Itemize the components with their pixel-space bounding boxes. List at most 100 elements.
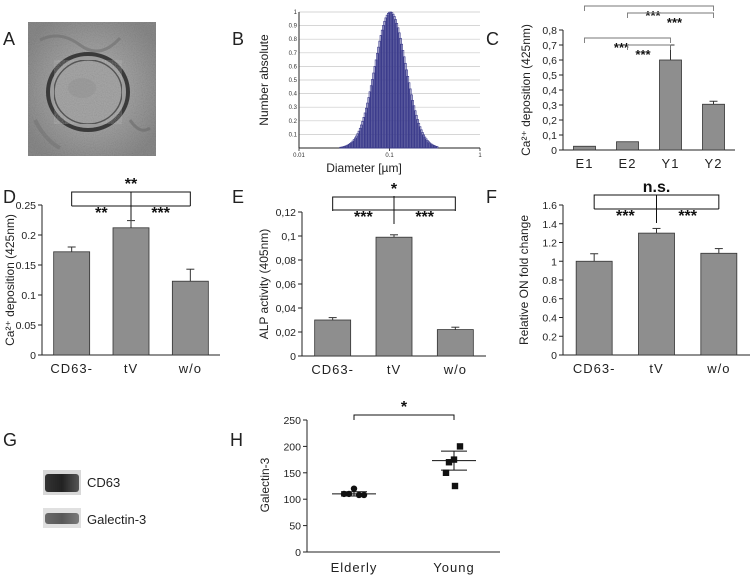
y-tick-label: 0.6 [542, 294, 557, 306]
significance-label: *** [635, 47, 651, 62]
y-axis-label: Relative ON fold change [517, 215, 531, 345]
significance-bracket [353, 414, 455, 420]
y-tick-label: 0,1 [542, 130, 557, 142]
data-point-young [456, 443, 464, 450]
y-tick-label: 0.05 [16, 320, 37, 332]
y-tick-label: 50 [289, 521, 301, 533]
y-tick-label: 0.4 [542, 313, 557, 325]
x-tick-label: Y1 [662, 156, 680, 171]
x-tick-label: 0.1 [385, 153, 394, 159]
y-tick-label: 0.3 [289, 105, 298, 111]
y-tick-label: 0.1 [21, 290, 36, 302]
y-tick-label: 1.2 [542, 238, 557, 250]
bar [638, 232, 675, 356]
y-tick-label: 1 [551, 256, 557, 268]
y-tick-label: 0,8 [542, 25, 557, 37]
y-tick-label: 0.7 [289, 51, 298, 57]
panel-label-e: E [232, 187, 244, 207]
blot-label-cd63: CD63 [87, 475, 120, 490]
x-tick-label: E1 [576, 156, 594, 171]
y-tick-label: 1.4 [542, 219, 557, 231]
y-tick-label: 0 [290, 351, 296, 363]
y-tick-label: 0,4 [542, 85, 557, 97]
x-tick-label: w/o [443, 362, 467, 377]
x-tick-label: w/o [706, 361, 730, 376]
y-tick-label: 1 [294, 10, 298, 16]
significance-bracket [627, 12, 714, 18]
panel-label-g: G [3, 430, 17, 450]
y-tick-label: 200 [283, 441, 301, 453]
bar-chart-e: 0 0,02 0,04 0,06 0,08 0,1 0,12 ALP activity (40… [257, 181, 486, 377]
y-axis-label: Ca²⁺ deposition (425nm) [3, 214, 17, 346]
y-tick-label: 0 [551, 350, 557, 362]
significance-label: n.s. [643, 179, 671, 196]
significance-label: *** [616, 208, 635, 225]
panel-label-d: D [3, 187, 16, 207]
bar [53, 251, 91, 356]
significance-label: *** [614, 40, 630, 55]
x-tick-label: tV [649, 361, 663, 376]
significance-label: * [401, 399, 408, 416]
histogram-chart-b: 0.1 0.2 0.3 0.4 0.5 0.6 0.7 0.8 0.9 1 0.01 0.1 1 Diam… [257, 10, 482, 175]
y-tick-label: 0,02 [276, 327, 297, 339]
y-tick-label: 0,7 [542, 40, 557, 52]
y-tick-label: 0.2 [21, 230, 36, 242]
panel-label-f: F [486, 187, 497, 207]
y-tick-label: 0.25 [16, 200, 37, 212]
data-point-elderly [355, 491, 363, 499]
y-tick-label: 0.15 [16, 260, 37, 272]
significance-label: *** [415, 209, 434, 226]
significance-label: *** [645, 8, 661, 23]
x-tick-label: 1 [478, 153, 482, 159]
significance-label: * [391, 181, 398, 198]
blot-band-cd63 [45, 474, 79, 492]
y-tick-label: 0,5 [542, 70, 557, 82]
x-tick-label: Y2 [705, 156, 723, 171]
data-point-young [442, 469, 450, 476]
x-axis-label: Diameter [µm] [326, 161, 402, 175]
y-tick-label: 0.4 [289, 92, 298, 98]
y-tick-label: 0 [30, 350, 36, 362]
significance-label: *** [678, 208, 697, 225]
bar [573, 145, 596, 151]
bar [112, 227, 150, 356]
y-tick-label: 1.6 [542, 200, 557, 212]
significance-bracket [584, 37, 671, 43]
y-tick-label: 0.8 [289, 37, 298, 43]
y-tick-label: 0.1 [289, 132, 298, 138]
y-tick-label: 0.2 [542, 331, 557, 343]
y-axis-label: Galectin-3 [258, 457, 272, 512]
panel-label-h: H [230, 430, 243, 450]
y-tick-label: 0,06 [276, 279, 297, 291]
blot-band-galectin [45, 513, 79, 524]
x-tick-label: CD63- [573, 361, 616, 376]
y-tick-label: 0 [295, 547, 301, 559]
y-tick-label: 0,6 [542, 55, 557, 67]
bar [700, 252, 738, 356]
data-point-young [445, 459, 453, 466]
significance-label: ** [95, 205, 108, 222]
panel-label-b: B [232, 29, 244, 49]
y-tick-label: 0,3 [542, 100, 557, 112]
panel-label-a: A [3, 29, 15, 49]
x-tick-label: CD63- [311, 362, 354, 377]
x-tick-label: CD63- [50, 361, 93, 376]
y-tick-label: 100 [283, 494, 301, 506]
y-tick-label: 0.5 [289, 78, 298, 84]
y-axis-label: Ca²⁺ deposition (425nm) [519, 24, 533, 156]
y-axis-label: ALP activity (405nm) [257, 229, 271, 340]
x-tick-label: tV [387, 362, 401, 377]
x-tick-label: Elderly [331, 560, 378, 575]
bar-chart-f: 0 0.2 0.4 0.6 0.8 1 1.2 1.4 1.6 Relative ON fold … [517, 179, 750, 376]
western-blot: CD63 Galectin-3 [43, 470, 146, 528]
y-tick-label: 0,1 [281, 231, 296, 243]
x-tick-label: w/o [178, 361, 202, 376]
bar [375, 236, 413, 357]
x-tick-label: tV [124, 361, 138, 376]
x-tick-label: 0.01 [293, 153, 305, 159]
significance-bracket [584, 5, 714, 11]
bar [436, 329, 474, 357]
x-tick-label: Young [433, 560, 474, 575]
significance-label: ** [125, 176, 138, 193]
